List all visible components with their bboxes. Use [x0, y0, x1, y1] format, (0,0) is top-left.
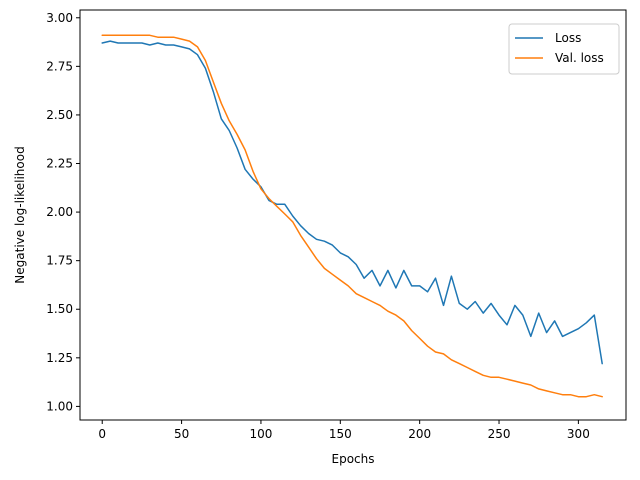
- x-tick-label: 250: [488, 427, 511, 441]
- x-axis-label: Epochs: [332, 452, 375, 466]
- x-tick-label: 300: [567, 427, 590, 441]
- plot-frame: [79, 9, 627, 421]
- legend-box: [508, 23, 620, 75]
- y-tick-label: 2.50: [46, 108, 73, 122]
- legend-label: Val. loss: [555, 51, 604, 65]
- x-tick-label: 50: [174, 427, 189, 441]
- legend: Loss Val. loss: [508, 23, 620, 75]
- y-tick-label: 2.75: [46, 59, 73, 73]
- x-tick-label: 100: [249, 427, 272, 441]
- y-tick-label: 1.50: [46, 302, 73, 316]
- y-tick-label: 3.00: [46, 11, 73, 25]
- y-axis-label: Negative log-likelihood: [13, 146, 27, 283]
- y-tick-label: 1.75: [46, 254, 73, 268]
- plot-area: [80, 10, 626, 420]
- x-ticks: 0 50 100 150 200 250 300: [98, 420, 590, 441]
- legend-label: Loss: [555, 31, 581, 45]
- x-tick-label: 150: [329, 427, 352, 441]
- series-line-1: [101, 34, 603, 398]
- x-tick-label: 0: [98, 427, 106, 441]
- y-tick-label: 1.00: [46, 399, 73, 413]
- y-tick-label: 2.00: [46, 205, 73, 219]
- series-line-0: [101, 40, 603, 365]
- series-layer: [101, 34, 603, 398]
- y-tick-label: 1.25: [46, 351, 73, 365]
- y-ticks: 1.00 1.25 1.50 1.75 2.00 2.25 2.50 2.75 3.00: [46, 11, 80, 413]
- x-tick-label: 200: [408, 427, 431, 441]
- y-tick-label: 2.25: [46, 157, 73, 171]
